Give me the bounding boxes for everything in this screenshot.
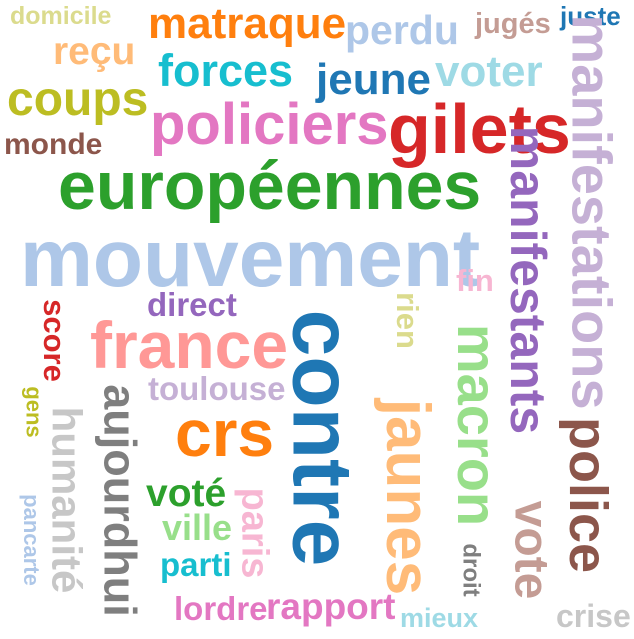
word-voter: voter xyxy=(435,47,543,96)
word-perdu: perdu xyxy=(345,7,459,53)
word-ville: ville xyxy=(162,507,233,548)
word-humanite: humanité xyxy=(42,406,90,594)
word-macron: macron xyxy=(446,323,510,527)
word-manifestations: manifestations xyxy=(560,14,624,410)
word-coups: coups xyxy=(7,73,149,126)
word-juges: jugés xyxy=(475,8,551,40)
word-france: france xyxy=(90,308,289,382)
word-fin: fin xyxy=(456,263,494,298)
word-monde: monde xyxy=(4,128,103,161)
word-police: police xyxy=(558,416,619,574)
word-contre: contre xyxy=(274,309,369,567)
word-jaunes: jaunes xyxy=(373,398,443,596)
word-vote: vote xyxy=(503,500,557,600)
word-policiers: policiers xyxy=(150,92,389,157)
word-toulouse: toulouse xyxy=(148,370,286,407)
word-direct: direct xyxy=(147,286,237,323)
word-parti: parti xyxy=(160,546,232,583)
word-juste: juste xyxy=(560,1,621,31)
word-domicile: domicile xyxy=(10,2,112,30)
word-aujourdhui: aujourdhui xyxy=(94,383,146,617)
word-gilets: gilets xyxy=(388,90,571,168)
word-gens: gens xyxy=(21,386,47,438)
word-score: score xyxy=(36,298,72,382)
word-recu: reçu xyxy=(53,30,136,73)
word-europeennes: européennes xyxy=(58,148,482,224)
word-jeune: jeune xyxy=(316,55,431,104)
word-crs: crs xyxy=(175,396,275,470)
word-forces: forces xyxy=(158,45,294,96)
word-matraque: matraque xyxy=(148,0,347,48)
word-droit: droit xyxy=(457,543,485,597)
word-crise: crise xyxy=(556,598,631,634)
word-lordre: lordre xyxy=(174,590,268,627)
word-mouvement: mouvement xyxy=(20,213,481,304)
word-mieux: mieux xyxy=(400,603,479,633)
word-rapport: rapport xyxy=(266,586,396,627)
word-pancarte: pancarte xyxy=(18,494,44,586)
word-paris: paris xyxy=(232,487,275,579)
word-rien: rien xyxy=(389,291,425,349)
word-manifestants: manifestants xyxy=(500,125,557,435)
word-vote-accent: voté xyxy=(146,472,227,515)
